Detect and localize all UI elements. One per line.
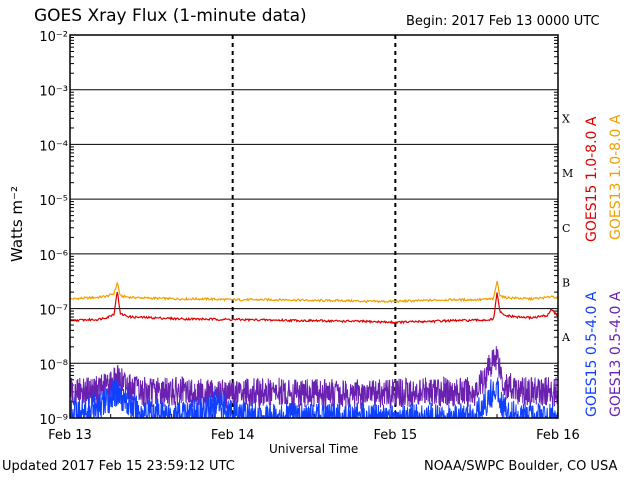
x-tick-label: Feb 14 xyxy=(211,428,255,443)
legend-goes15-long: GOES15 1.0-8.0 A xyxy=(584,116,600,242)
x-tick-label: Feb 16 xyxy=(536,428,580,443)
flare-class-label: A xyxy=(561,331,571,344)
credit-text: NOAA/SWPC Boulder, CO USA xyxy=(424,459,618,474)
legend-goes15-short: GOES15 0.5-4.0 A xyxy=(584,291,600,417)
legend-goes13-long: GOES13 1.0-8.0 A xyxy=(608,114,624,240)
series-line xyxy=(69,291,559,325)
y-tick-label: 10⁻⁹ xyxy=(39,413,68,428)
plot-frame xyxy=(69,34,559,419)
x-tick-label: Feb 13 xyxy=(48,428,92,443)
begin-time: Begin: 2017 Feb 13 0000 UTC xyxy=(406,14,600,29)
y-tick-label: 10⁻² xyxy=(39,30,68,45)
flare-class-label: B xyxy=(562,276,570,289)
y-axis-label: Watts m⁻² xyxy=(8,186,26,262)
x-axis-label: Universal Time xyxy=(269,442,359,456)
series-line xyxy=(69,346,559,410)
legend-goes13-short: GOES13 0.5-4.0 A xyxy=(608,291,624,417)
y-tick-label: 10⁻⁷ xyxy=(39,304,68,319)
y-tick-label: 10⁻⁴ xyxy=(39,139,68,154)
flare-class-label: X xyxy=(562,112,570,125)
flare-class-label: M xyxy=(562,167,573,180)
series-line xyxy=(69,281,559,304)
chart-title: GOES Xray Flux (1-minute data) xyxy=(34,6,307,26)
y-tick-label: 10⁻⁵ xyxy=(39,194,68,209)
flare-class-label: C xyxy=(562,222,570,235)
y-tick-label: 10⁻³ xyxy=(39,85,68,100)
x-tick-label: Feb 15 xyxy=(373,428,417,443)
updated-timestamp: Updated 2017 Feb 15 23:59:12 UTC xyxy=(2,459,235,474)
y-tick-label: 10⁻⁸ xyxy=(39,358,68,373)
y-tick-label: 10⁻⁶ xyxy=(39,249,68,264)
